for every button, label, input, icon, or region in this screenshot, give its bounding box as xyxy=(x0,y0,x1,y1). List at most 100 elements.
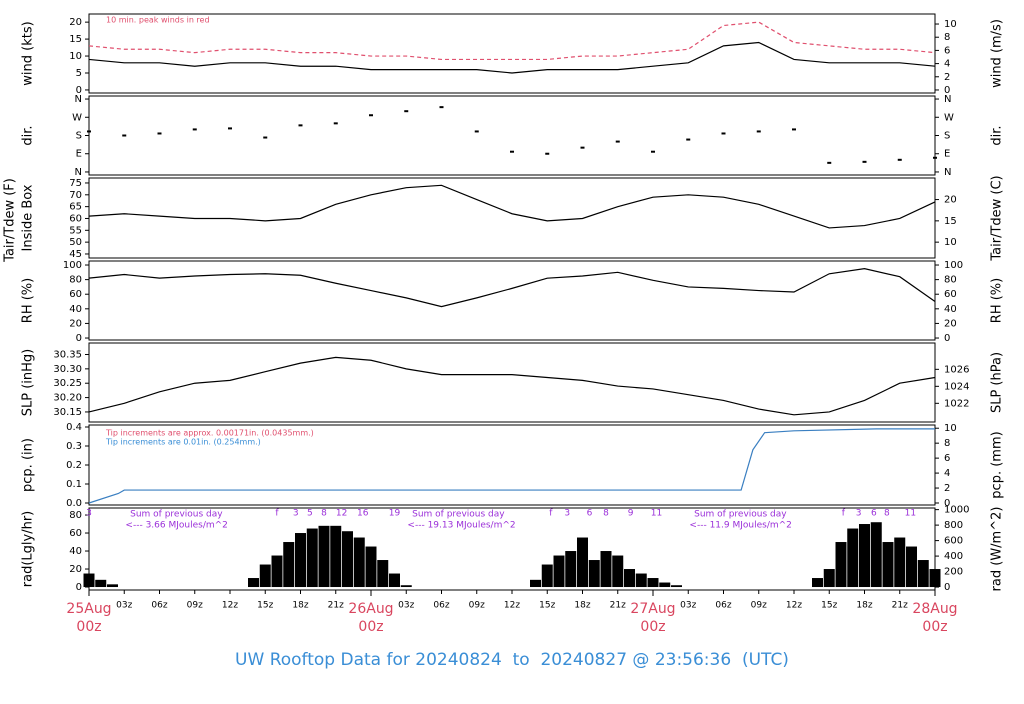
y-tick-label: N xyxy=(75,94,82,105)
x-tick-label: 18z xyxy=(856,601,872,611)
y-tick-label: 70 xyxy=(69,190,82,201)
x-tick-label: 15z xyxy=(257,601,273,611)
y-tick-label: 100 xyxy=(63,260,82,271)
bar xyxy=(318,525,330,588)
y-tick-label: 60 xyxy=(69,213,82,224)
point xyxy=(157,132,162,135)
y2-tick-label: 8 xyxy=(944,32,950,43)
hour-mark: 9 xyxy=(628,509,634,519)
point xyxy=(827,161,832,164)
bar xyxy=(577,537,588,588)
daily-sum: Sum of previous day xyxy=(694,510,787,520)
x-tick-label: 03z xyxy=(680,601,696,611)
bar xyxy=(377,560,389,588)
point xyxy=(651,150,655,153)
hour-mark: 19 xyxy=(389,509,401,519)
bar xyxy=(83,573,95,588)
point xyxy=(580,146,585,149)
hour-mark: f xyxy=(275,509,279,519)
panel-frame xyxy=(88,260,936,341)
bar xyxy=(259,564,271,588)
y-axis-title: RH (%) xyxy=(21,278,36,323)
day-label: 26Aug xyxy=(348,601,393,617)
y-tick-label: 20 xyxy=(69,564,82,575)
bar xyxy=(917,560,929,588)
bar xyxy=(248,578,259,588)
bar xyxy=(659,582,671,588)
y2-tick-label: 800 xyxy=(944,520,963,531)
y-tick-label: 0.4 xyxy=(66,422,82,433)
point xyxy=(897,158,902,161)
y-tick-label: 30.20 xyxy=(53,393,82,404)
x-tick-label: 03z xyxy=(398,601,414,611)
y2-tick-label: N xyxy=(944,167,951,178)
bar xyxy=(389,573,400,588)
bar xyxy=(530,579,541,588)
y-axis-title: SLP (inHg) xyxy=(21,349,36,417)
y2-tick-label: 400 xyxy=(944,551,963,562)
hour-mark: 16 xyxy=(357,509,369,519)
y-tick-label: 40 xyxy=(69,546,82,557)
point xyxy=(228,127,232,130)
y2-tick-label: 10 xyxy=(944,237,957,248)
bar xyxy=(342,531,353,588)
point xyxy=(333,122,338,125)
y-tick-label: 20 xyxy=(69,318,82,329)
point xyxy=(862,160,867,163)
point xyxy=(756,130,761,133)
y-tick-label: 30.25 xyxy=(53,378,82,389)
hour-mark: 5 xyxy=(307,509,313,519)
y2-tick-label: 1026 xyxy=(944,364,969,375)
point xyxy=(792,128,796,131)
y-tick-label: 80 xyxy=(69,275,82,286)
y2-tick-label: 4 xyxy=(944,468,950,479)
y2-axis-title: wind (m/s) xyxy=(990,19,1005,88)
point xyxy=(474,130,479,133)
y2-tick-label: 0 xyxy=(944,333,950,344)
hour-mark: 3 xyxy=(293,509,299,519)
point xyxy=(545,152,550,155)
y2-tick-label: 6 xyxy=(944,453,950,464)
hour-mark: 12 xyxy=(336,509,347,519)
x-tick-label: 09z xyxy=(751,601,767,611)
panel-frame xyxy=(88,95,936,176)
bar xyxy=(95,579,107,588)
y-tick-label: 0 xyxy=(76,333,82,344)
y-axis-title: pcp. (in) xyxy=(21,438,36,492)
hour-mark: 3 xyxy=(86,509,92,519)
y-axis-title: dir. xyxy=(21,125,36,145)
y2-tick-label: 8 xyxy=(944,438,950,449)
daily-sum: <--- 3.66 MJoules/m^2 xyxy=(125,521,227,531)
daily-sum: <--- 11.9 MJoules/m^2 xyxy=(689,521,791,531)
x-tick-label: 12z xyxy=(504,601,520,611)
y2-axis-title: dir. xyxy=(990,125,1005,145)
point xyxy=(615,140,620,143)
point xyxy=(933,156,937,159)
bar xyxy=(671,585,682,588)
y-tick-label: 30.15 xyxy=(53,407,82,418)
point xyxy=(686,138,691,141)
bar xyxy=(330,525,342,588)
daily-sum: Sum of previous day xyxy=(130,510,223,520)
y2-tick-label: E xyxy=(944,149,950,160)
x-tick-label: 09z xyxy=(469,601,485,611)
bar xyxy=(906,546,917,588)
y-tick-label: 0.3 xyxy=(66,441,82,452)
hour-mark: f xyxy=(842,509,846,519)
hour-mark: 11 xyxy=(905,509,916,519)
y2-tick-label: 15 xyxy=(944,216,957,227)
y2-tick-label: 600 xyxy=(944,536,963,547)
y2-tick-label: 0 xyxy=(944,85,950,96)
point xyxy=(263,136,268,139)
day-label: 28Aug xyxy=(912,601,957,617)
bar xyxy=(588,560,600,588)
day-label: 00z xyxy=(76,619,101,635)
bar xyxy=(565,551,577,588)
bar xyxy=(107,584,118,588)
x-tick-label: 06z xyxy=(151,601,167,611)
y-tick-label: 50 xyxy=(69,237,82,248)
day-label: 00z xyxy=(640,619,665,635)
chart-title: UW Rooftop Data for 20240824 to 20240827… xyxy=(235,650,789,670)
y2-axis-title: Tair/Tdew (C) xyxy=(990,175,1005,261)
